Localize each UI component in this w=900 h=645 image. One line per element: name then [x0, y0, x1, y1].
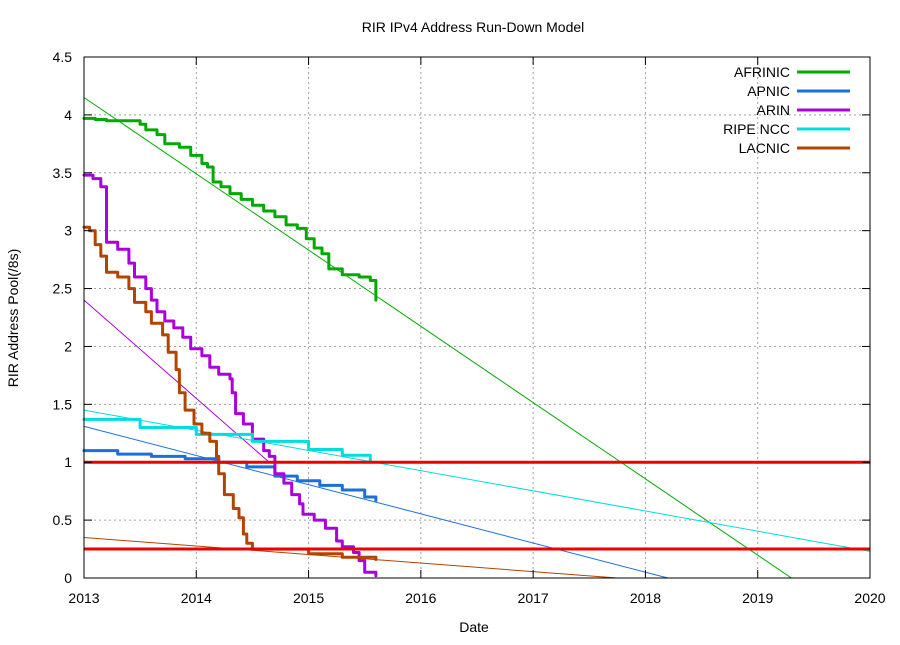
x-axis-label: Date	[459, 619, 489, 635]
y-tick-label: 1.5	[53, 396, 73, 412]
y-tick-label: 4.5	[53, 49, 73, 65]
y-axis-ticks: 0 0.5 1 1.5 2 2.5 3 3.5 4 4.5	[53, 49, 870, 586]
x-tick-label: 2018	[630, 590, 661, 606]
series-lines	[82, 116, 378, 578]
series-line-arin	[82, 173, 378, 578]
series-line-lacnic	[82, 225, 378, 561]
x-tick-label: 2020	[854, 590, 885, 606]
x-axis-ticks: 2013 2014 2015 2016 2017 2018 2019 2020	[68, 57, 886, 606]
plot-frame	[83, 56, 871, 579]
x-tick-label: 2017	[518, 590, 549, 606]
x-tick-label: 2016	[405, 590, 436, 606]
y-tick-label: 2	[64, 338, 72, 354]
y-tick-label: 0	[64, 570, 72, 586]
y-axis-label: RIR Address Pool(/8s)	[5, 249, 21, 388]
legend-label: ARIN	[757, 102, 790, 118]
y-tick-label: 3.5	[53, 165, 73, 181]
x-tick-label: 2019	[742, 590, 773, 606]
y-tick-label: 4	[64, 107, 72, 123]
x-tick-label: 2014	[181, 590, 212, 606]
x-tick-label: 2013	[68, 590, 99, 606]
y-tick-label: 2.5	[53, 281, 73, 297]
series-line-ripe-ncc	[82, 417, 372, 464]
y-tick-label: 3	[64, 223, 72, 239]
legend-label: LACNIC	[739, 140, 790, 156]
trend-line-afrinic	[83, 97, 792, 579]
legend-label: RIPE NCC	[723, 121, 790, 137]
legend-label: AFRINIC	[734, 64, 790, 80]
y-tick-label: 1	[64, 454, 72, 470]
legend-label: APNIC	[747, 83, 790, 99]
x-tick-label: 2015	[293, 590, 324, 606]
threshold-lines	[84, 460, 870, 551]
series-line-afrinic	[82, 116, 378, 302]
trend-line-apnic	[83, 425, 669, 579]
y-tick-label: 0.5	[53, 512, 73, 528]
legend: AFRINIC APNIC ARIN RIPE NCC LACNIC	[723, 64, 850, 156]
grid	[84, 57, 870, 578]
chart-title: RIR IPv4 Address Run-Down Model	[362, 19, 585, 35]
